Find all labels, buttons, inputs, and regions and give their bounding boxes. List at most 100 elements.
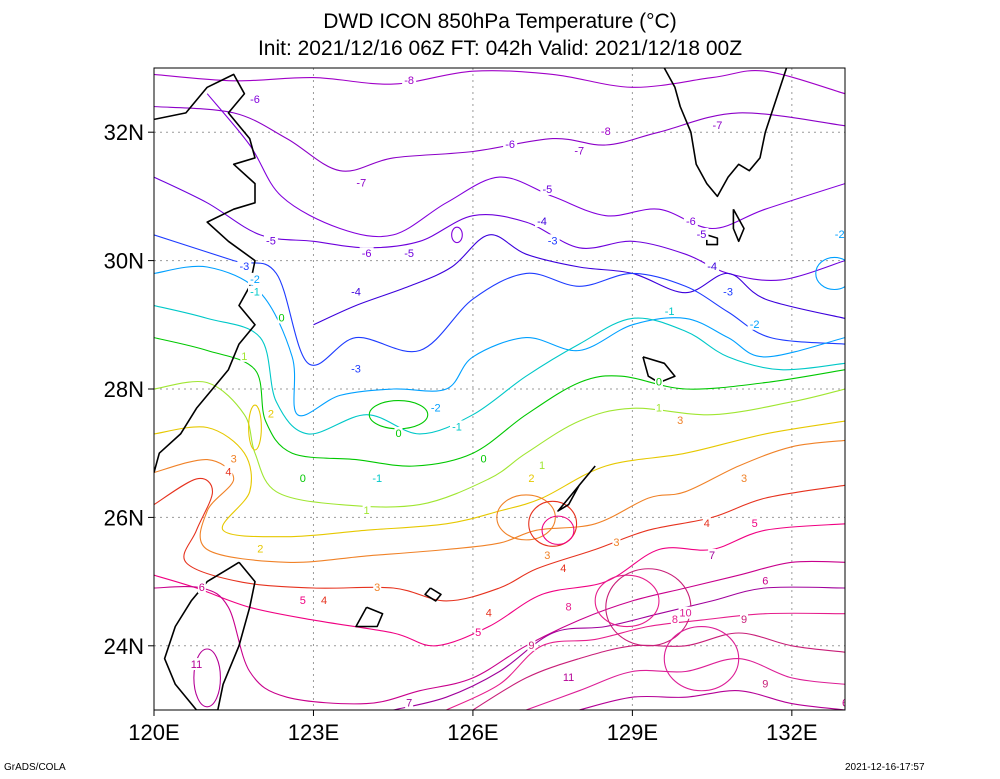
closed-isotherm bbox=[663, 625, 740, 692]
contour-label-bg bbox=[370, 471, 385, 484]
contour-label: -2 bbox=[750, 319, 760, 331]
coastline-yakushima bbox=[706, 234, 719, 246]
contour-label-bg bbox=[479, 452, 488, 465]
closed-isotherm bbox=[541, 515, 575, 545]
contour-label-bg bbox=[543, 548, 552, 561]
contour-label-bg bbox=[263, 234, 278, 247]
contour-label-bg bbox=[564, 600, 573, 613]
contour-label-bg bbox=[540, 182, 555, 195]
contour-label: 1 bbox=[539, 460, 545, 472]
contour-label-bg bbox=[197, 581, 206, 594]
contour-label-bg bbox=[705, 260, 720, 273]
isotherm-line bbox=[154, 304, 845, 435]
closed-isotherm bbox=[815, 256, 845, 291]
isotherm-line bbox=[393, 586, 845, 710]
contour-label-bg bbox=[654, 401, 663, 414]
contour-label-bg bbox=[841, 696, 845, 709]
isotherm-line bbox=[154, 234, 845, 366]
contour-label: -8 bbox=[404, 75, 414, 87]
closed-isotherm bbox=[451, 226, 463, 244]
contour-label: 3 bbox=[374, 582, 380, 594]
contour-label: -2 bbox=[250, 274, 260, 286]
contour-label-bg bbox=[256, 542, 265, 555]
contour-label-bg bbox=[750, 516, 759, 529]
isotherm-line bbox=[154, 381, 845, 508]
contour-label: 2 bbox=[257, 544, 263, 556]
contour-label: 4 bbox=[321, 595, 327, 607]
coastline-miyako-islands bbox=[424, 587, 442, 602]
contour-label-bg bbox=[721, 285, 736, 298]
contour-label-bg bbox=[298, 471, 307, 484]
contour-label: -1 bbox=[452, 422, 462, 434]
contour-label: -7 bbox=[574, 145, 584, 157]
contour-label: 1 bbox=[364, 505, 370, 517]
contour-label-bg bbox=[362, 503, 371, 516]
contour-label: 6 bbox=[762, 576, 768, 588]
contour-label: -3 bbox=[351, 364, 361, 376]
contour-label-bg bbox=[694, 227, 709, 240]
contour-label: 5 bbox=[300, 595, 306, 607]
contour-label-bg bbox=[559, 561, 568, 574]
contour-label-bg bbox=[373, 581, 382, 594]
contour-label: 4 bbox=[704, 518, 710, 530]
contour-label: -6 bbox=[505, 139, 515, 151]
contour-label-bg bbox=[354, 176, 369, 189]
contour-label: -2 bbox=[431, 402, 441, 414]
isotherm-line bbox=[154, 420, 845, 538]
coastline-tanegashima bbox=[732, 208, 745, 243]
contour-label: 5 bbox=[475, 627, 481, 639]
contour-label: 9 bbox=[762, 678, 768, 690]
contour-label: -7 bbox=[356, 178, 366, 190]
contour-label-bg bbox=[484, 606, 493, 619]
contour-label-bg bbox=[405, 696, 414, 709]
lon-tick-label: 129E bbox=[607, 720, 658, 745]
contour-label-bg bbox=[598, 125, 613, 138]
lon-tick-label: 120E bbox=[128, 720, 179, 745]
contour-label: 8 bbox=[672, 614, 678, 626]
closed-isotherm bbox=[496, 494, 556, 541]
contour-label: 10 bbox=[679, 608, 691, 620]
contour-label-bg bbox=[545, 234, 560, 247]
contour-label-bg bbox=[702, 516, 711, 529]
isotherm-line bbox=[154, 105, 845, 172]
isotherm-line bbox=[579, 690, 845, 710]
contour-label: 4 bbox=[486, 608, 492, 620]
chart-subtitle: Init: 2021/12/16 06Z FT: 042h Valid: 202… bbox=[257, 37, 743, 60]
lat-tick-label: 24N bbox=[104, 634, 144, 659]
contour-label-bg bbox=[224, 465, 233, 478]
contour-label: 9 bbox=[528, 640, 534, 652]
contour-label-bg bbox=[240, 349, 249, 362]
contour-label-bg bbox=[247, 285, 262, 298]
contour-label: -5 bbox=[266, 235, 276, 247]
isotherm-line bbox=[525, 658, 845, 710]
isotherm-line bbox=[154, 560, 845, 705]
contour-label-bg bbox=[277, 311, 286, 324]
closed-isotherm bbox=[193, 648, 221, 708]
contour-label-bg bbox=[740, 471, 749, 484]
contour-label-bg bbox=[761, 677, 770, 690]
contour-label: -6 bbox=[362, 248, 372, 260]
contour-label: 0 bbox=[395, 428, 401, 440]
contour-label: 1 bbox=[656, 402, 662, 414]
contour-label-bg bbox=[678, 606, 693, 619]
contour-label: 3 bbox=[613, 537, 619, 549]
contour-label: -6 bbox=[250, 94, 260, 106]
contour-label: 6 bbox=[842, 698, 848, 710]
contour-label-bg bbox=[189, 658, 204, 671]
coastline-kyushu-coast bbox=[663, 68, 788, 198]
contour-label: 1 bbox=[241, 351, 247, 363]
contour-label: -5 bbox=[404, 248, 414, 260]
isotherm-line bbox=[154, 477, 845, 602]
contour-label: -5 bbox=[697, 229, 707, 241]
contour-label-bg bbox=[320, 593, 329, 606]
closed-isotherm bbox=[248, 404, 262, 451]
contour-label: -4 bbox=[351, 287, 361, 299]
contour-label-bg bbox=[237, 260, 252, 273]
contour-label: -5 bbox=[542, 184, 552, 196]
contour-label: 0 bbox=[300, 473, 306, 485]
contour-label-bg bbox=[676, 414, 685, 427]
contour-label-bg bbox=[503, 138, 518, 151]
lat-tick-label: 32N bbox=[104, 120, 144, 145]
